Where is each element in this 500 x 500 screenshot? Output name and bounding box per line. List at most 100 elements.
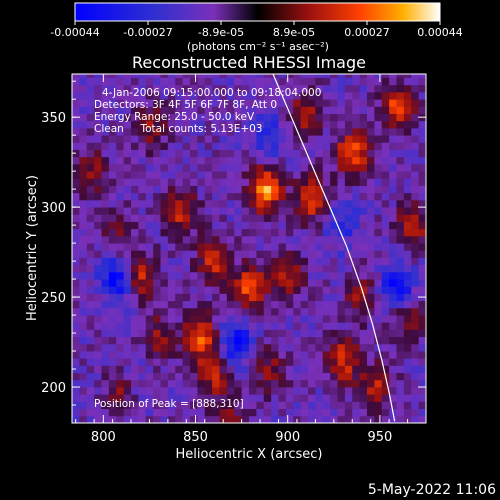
heatmap-cell (396, 243, 405, 251)
heatmap-cell (182, 286, 191, 294)
heatmap-cell (396, 293, 405, 302)
heatmap-cell (389, 379, 397, 388)
heatmap-cell (300, 142, 309, 150)
heatmap-cell (226, 221, 235, 230)
heatmap-cell (116, 228, 125, 237)
heatmap-cell (389, 178, 397, 186)
heatmap-cell (101, 243, 110, 251)
heatmap-cell (190, 127, 198, 136)
y-tick-label: 300 (41, 201, 66, 216)
heatmap-cell (101, 207, 110, 215)
heatmap-cell (197, 401, 206, 410)
heatmap-cell (219, 142, 228, 150)
heatmap-cell (249, 358, 257, 366)
heatmap-cell (234, 192, 243, 201)
heatmap-cell (359, 401, 368, 410)
heatmap-cell (359, 221, 368, 230)
heatmap-cell (241, 336, 250, 345)
heatmap-cell (167, 171, 176, 179)
heatmap-cell (285, 199, 294, 208)
heatmap-cell (285, 207, 294, 215)
heatmap-cell (212, 250, 220, 258)
heatmap-cell (278, 343, 287, 352)
heatmap-cell (116, 329, 125, 338)
heatmap-cell (190, 99, 198, 107)
heatmap-cell (219, 387, 228, 395)
heatmap-cell (308, 84, 316, 93)
heatmap-cell (241, 142, 250, 150)
heatmap-cell (330, 365, 338, 374)
heatmap-cell (182, 171, 191, 179)
heatmap-cell (396, 91, 405, 100)
heatmap-cell (204, 408, 213, 417)
heatmap-cell (219, 207, 228, 215)
heatmap-cell (72, 120, 80, 129)
heatmap-cell (204, 351, 213, 359)
heatmap-cell (123, 394, 132, 402)
heatmap-cell (204, 322, 213, 330)
heatmap-cell (175, 322, 184, 330)
heatmap-cell (197, 142, 206, 150)
heatmap-cell (337, 365, 346, 374)
heatmap-cell (308, 135, 316, 143)
heatmap-cell (315, 149, 324, 158)
heatmap-cell (190, 163, 198, 172)
heatmap-cell (153, 257, 161, 266)
heatmap-cell (374, 149, 383, 158)
heatmap-cell (123, 286, 132, 294)
heatmap-cell (86, 171, 95, 179)
heatmap-cell (108, 228, 117, 237)
heatmap-cell (72, 264, 80, 273)
heatmap-cell (256, 221, 265, 230)
heatmap-cell (300, 127, 309, 136)
heatmap-cell (138, 358, 147, 366)
heatmap-cell (300, 163, 309, 172)
heatmap-cell (160, 401, 169, 410)
annotation-block: 4-Jan-2006 09:15:00.000 to 09:18:04.000 … (94, 87, 321, 135)
heatmap-cell (293, 228, 302, 237)
heatmap-cell (108, 149, 117, 158)
heatmap-cell (256, 329, 265, 338)
heatmap-cell (219, 307, 228, 316)
heatmap-cell (123, 135, 132, 143)
heatmap-cell (249, 74, 257, 78)
heatmap-cell (330, 271, 338, 280)
heatmap-cell (212, 387, 220, 395)
heatmap-cell (234, 178, 243, 186)
heatmap-cell (197, 271, 206, 280)
heatmap-cell (204, 185, 213, 194)
heatmap-cell (308, 207, 316, 215)
heatmap-cell (108, 372, 117, 381)
heatmap-cell (411, 106, 420, 114)
heatmap-cell (101, 113, 110, 122)
heatmap-cell (285, 415, 294, 423)
heatmap-cell (308, 365, 316, 374)
heatmap-cell (79, 185, 88, 194)
heatmap-cell (79, 163, 88, 172)
heatmap-cell (403, 387, 412, 395)
heatmap-cell (226, 286, 235, 294)
heatmap-cell (212, 120, 220, 129)
heatmap-cell (138, 379, 147, 388)
heatmap-cell (315, 77, 324, 86)
heatmap-cell (219, 300, 228, 309)
heatmap-cell (108, 199, 117, 208)
heatmap-cell (182, 99, 191, 107)
heatmap-cell (367, 401, 375, 410)
heatmap-cell (101, 322, 110, 330)
heatmap-cell (344, 307, 353, 316)
heatmap-cell (175, 264, 184, 273)
heatmap-cell (285, 279, 294, 287)
heatmap-cell (182, 401, 191, 410)
heatmap-cell (389, 235, 397, 244)
heatmap-cell (190, 279, 198, 287)
heatmap-cell (285, 293, 294, 302)
heatmap-cell (389, 279, 397, 287)
heatmap-cell (271, 84, 279, 93)
heatmap-cell (359, 243, 368, 251)
heatmap-cell (293, 322, 302, 330)
heatmap-cell (241, 91, 250, 100)
heatmap-cell (359, 379, 368, 388)
heatmap-cell (315, 243, 324, 251)
